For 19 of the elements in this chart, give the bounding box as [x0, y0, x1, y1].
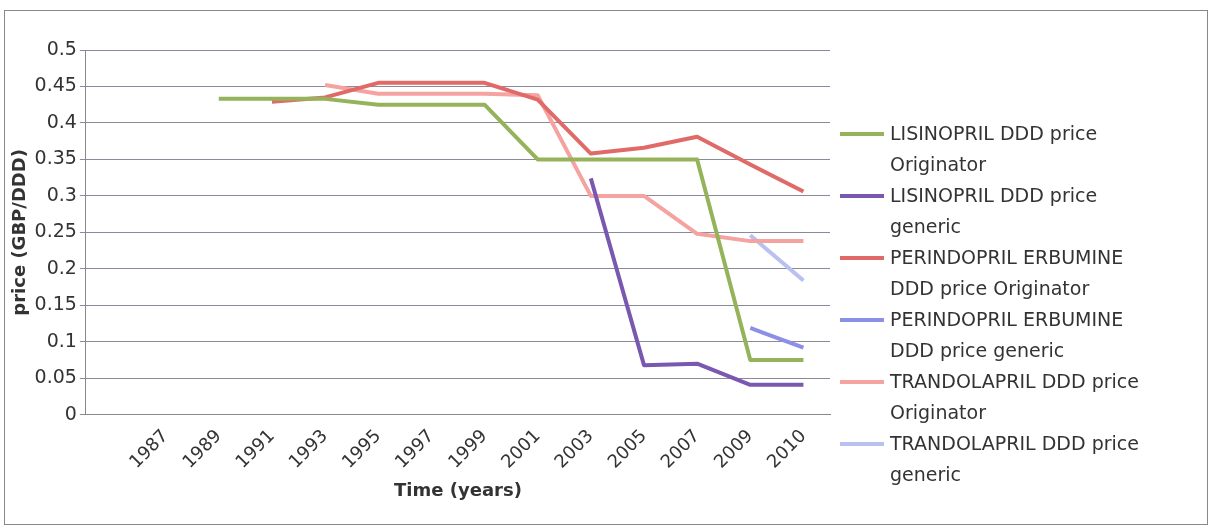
y-tick-label: 0.1: [46, 328, 77, 351]
y-tick-label: 0.15: [34, 292, 77, 315]
y-tick-label: 0.4: [46, 109, 77, 132]
legend-label: TRANDOLAPRIL DDD price generic: [890, 431, 1140, 487]
y-tick-label: 0.2: [46, 255, 77, 278]
y-tick-label: 0.25: [34, 219, 77, 242]
y-tick-label: 0.45: [34, 73, 77, 96]
legend-label: LISINOPRIL DDD price generic: [890, 183, 1099, 239]
legend-label: TRANDOLAPRIL DDD price Originator: [890, 369, 1140, 425]
y-axis-title: price (GBP/DDD): [8, 149, 30, 316]
y-tick-label: 0.5: [46, 36, 77, 59]
y-tick-label: 0.05: [34, 365, 77, 388]
legend-label: LISINOPRIL DDD price Originator: [890, 121, 1099, 177]
y-tick-label: 0.35: [34, 146, 77, 169]
y-tick-label: 0.3: [46, 182, 77, 205]
legend-label: PERINDOPRIL ERBUMINE DDD price generic: [890, 307, 1125, 363]
y-tick-label: 0: [64, 401, 77, 424]
x-axis-title: Time (years): [394, 478, 522, 500]
legend-label: PERINDOPRIL ERBUMINE DDD price Originator: [890, 245, 1125, 301]
